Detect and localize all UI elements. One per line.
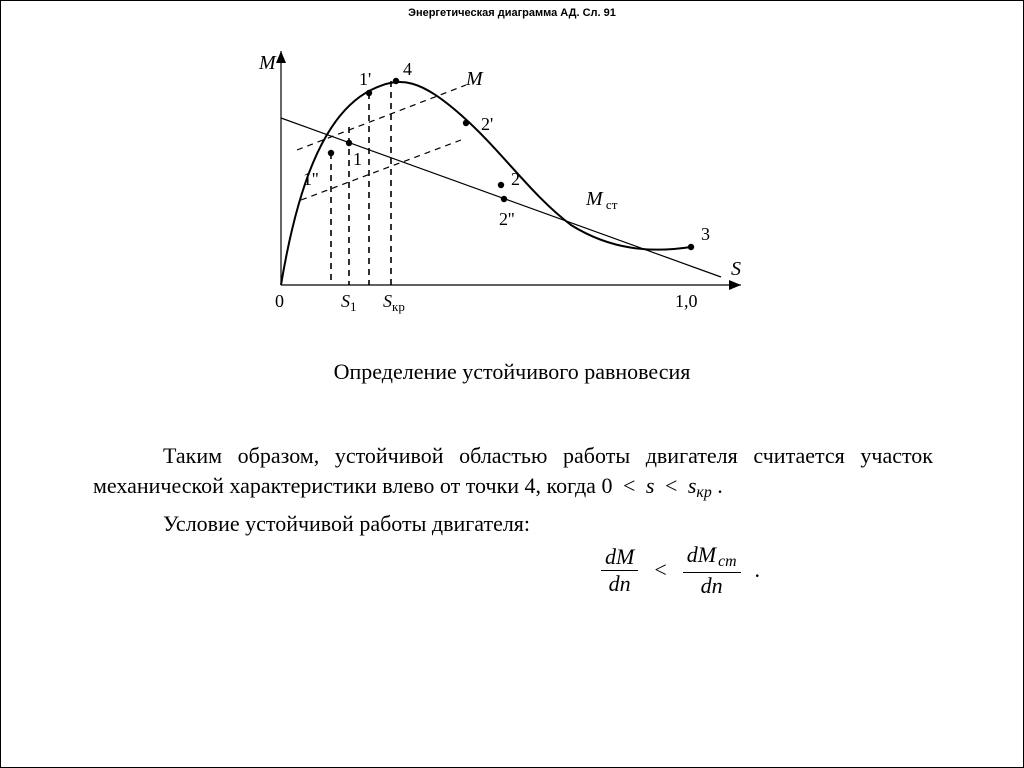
range-lt2: < — [660, 473, 682, 498]
svg-text:Sкр: Sкр — [383, 291, 405, 314]
svg-text:M ст: M ст — [585, 188, 618, 212]
frac-left: dM dn — [601, 545, 638, 594]
svg-text:3: 3 — [701, 224, 710, 244]
range-lhs: 0 — [601, 473, 612, 498]
page-header: Энергетическая диаграмма АД. Сл. 91 — [1, 7, 1023, 19]
range-mid: s — [646, 473, 655, 498]
svg-text:4: 4 — [403, 59, 412, 79]
range-rhs-sub: кр — [696, 484, 711, 501]
frac-right-num-a: dM — [687, 542, 716, 567]
svg-text:1,0: 1,0 — [675, 291, 698, 311]
svg-text:1': 1' — [359, 69, 371, 89]
svg-text:S: S — [731, 258, 741, 280]
stability-inequality: dM dn < dMст dn . — [601, 535, 941, 605]
torque-slip-chart: M S 0 S1 Sкр 1,0 M M ст 1'' 1 1' 4 2' 2 2'' 3 — [241, 45, 761, 315]
frac-right-num-sub: ст — [716, 553, 736, 570]
frac-right-num: dMст — [683, 543, 741, 571]
frac-left-num: dM — [601, 545, 638, 568]
page-frame: Энергетическая диаграмма АД. Сл. 91 M S 0 S… — [0, 0, 1024, 768]
svg-text:1'': 1'' — [303, 169, 319, 189]
frac-right-den: dn — [697, 574, 727, 597]
chart-caption: Определение устойчивого равновесия — [1, 359, 1023, 385]
svg-text:M: M — [465, 68, 484, 90]
inline-range-math: 0 < s < sкр — [601, 473, 717, 498]
sentence-2: Условие устойчивой работы двигателя: — [163, 511, 530, 536]
body-text: Таким образом, устойчивой областью работ… — [93, 441, 933, 539]
paragraph-1: Таким образом, устойчивой областью работ… — [93, 441, 933, 503]
svg-text:0: 0 — [275, 291, 284, 311]
sentence-1-period: . — [717, 473, 723, 498]
range-lt1: < — [618, 473, 640, 498]
svg-text:1: 1 — [353, 149, 362, 169]
frac-left-den: dn — [605, 572, 635, 595]
svg-text:S1: S1 — [341, 291, 357, 314]
svg-text:M: M — [258, 52, 277, 74]
inequality-relation: < — [648, 557, 672, 583]
frac-right: dMст dn — [683, 543, 741, 597]
inequality-period: . — [751, 557, 761, 583]
svg-text:2'': 2'' — [499, 209, 515, 229]
svg-text:2: 2 — [511, 169, 520, 189]
page-title: Энергетическая диаграмма АД. Сл. 91 — [408, 7, 616, 19]
chart-svg: M S 0 S1 Sкр 1,0 M M ст 1'' 1 1' 4 2' 2 2'' 3 — [241, 45, 761, 315]
sentence-1a: Таким образом, устойчивой областью работ… — [93, 443, 933, 498]
svg-text:2': 2' — [481, 114, 493, 134]
